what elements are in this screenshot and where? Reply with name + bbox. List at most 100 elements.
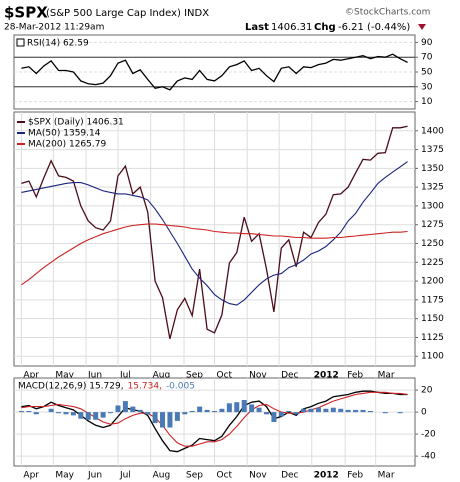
x-tick-label: Nov	[249, 471, 267, 481]
histogram-bar	[93, 412, 99, 420]
series-line	[21, 391, 408, 447]
y-tick-label: 1250	[421, 239, 444, 249]
series-line	[21, 125, 408, 340]
histogram-bar	[182, 412, 188, 415]
x-tick-label: Dec	[281, 371, 298, 381]
y-tick-label: 1350	[421, 164, 444, 174]
histogram-bar	[315, 407, 321, 413]
legend-swatch	[16, 38, 25, 47]
symbol: $SPX	[4, 4, 48, 22]
y-tick-label: 10	[421, 97, 433, 107]
histogram-bar	[70, 412, 76, 416]
x-tick-label: Dec	[281, 471, 298, 481]
histogram-bar	[308, 408, 314, 413]
x-tick-label: May	[55, 471, 74, 481]
histogram-bar	[263, 412, 269, 415]
y-tick-label: -20	[421, 430, 436, 440]
histogram-bar	[330, 407, 336, 413]
y-tick-label: 1150	[421, 314, 444, 324]
legend-label: MA(50) 1359.14	[28, 129, 101, 139]
histogram-bar	[212, 411, 217, 413]
x-tick-label: Oct	[217, 471, 233, 481]
legend-label: $SPX (Daily) 1406.31	[28, 118, 124, 128]
histogram-bar	[234, 402, 240, 413]
histogram-bar	[122, 401, 128, 413]
x-tick-label: Aug	[153, 371, 171, 381]
x-tick-label: May	[55, 371, 74, 381]
histogram-bar	[130, 406, 136, 413]
y-tick-label: 1200	[421, 277, 444, 287]
histogram-bar	[271, 412, 277, 422]
x-tick-label: Jun	[87, 471, 102, 481]
histogram-bar	[160, 412, 166, 428]
histogram-bar	[219, 408, 225, 413]
histogram-bar	[152, 412, 158, 424]
y-tick-label: 1275	[421, 220, 444, 230]
x-tick-label: Apr	[23, 371, 39, 381]
histogram-bar	[360, 409, 366, 413]
y-tick-label: 1325	[421, 183, 444, 193]
legend-label: -0.005	[166, 382, 195, 392]
legend-label: RSI(14) 62.59	[27, 39, 89, 49]
x-tick-label: Oct	[217, 371, 233, 381]
histogram-bar	[137, 409, 143, 413]
histogram-bar	[397, 412, 403, 414]
histogram-bar	[345, 409, 351, 413]
down-arrow-icon	[418, 24, 426, 30]
histogram-bar	[293, 412, 299, 415]
histogram-bar	[353, 409, 359, 413]
histogram-bar	[256, 407, 262, 413]
histogram-bar	[145, 412, 151, 415]
y-tick-label: -40	[421, 452, 436, 462]
histogram-bar	[367, 411, 373, 413]
y-tick-label: 0	[421, 408, 427, 418]
histogram-bar	[204, 409, 210, 413]
legend-label: MA(200) 1265.79	[28, 140, 106, 150]
histogram-bar	[167, 412, 173, 428]
last-value: 1406.31	[271, 22, 312, 33]
histogram-bar	[63, 412, 69, 415]
histogram-bar	[189, 411, 195, 413]
histogram-bar	[278, 412, 284, 417]
y-tick-label: 20	[421, 386, 433, 396]
x-tick-label: Feb	[347, 371, 363, 381]
x-tick-label: Apr	[23, 471, 39, 481]
y-tick-label: 1100	[421, 352, 444, 362]
histogram-bar	[48, 408, 54, 413]
last-label: Last	[245, 22, 269, 33]
legend-label: 15.734,	[128, 382, 162, 392]
x-tick-label: Nov	[249, 371, 267, 381]
y-tick-label: 90	[421, 38, 433, 48]
x-tick-label: Sep	[186, 471, 203, 481]
y-tick-label: 50	[421, 68, 433, 78]
y-tick-label: 30	[421, 82, 433, 92]
histogram-bar	[85, 412, 91, 420]
source: ©StockCharts.com	[345, 8, 430, 18]
x-tick-label: 2012	[314, 471, 339, 481]
y-tick-label: 1225	[421, 258, 444, 268]
chg-value: -6.21 (-0.44%)	[338, 22, 410, 33]
y-tick-label: 1300	[421, 201, 444, 211]
symbol-name: (S&P 500 Large Cap Index) INDX	[46, 8, 209, 19]
histogram-bar	[286, 411, 292, 413]
series-line	[21, 223, 408, 286]
x-tick-label: Mar	[378, 371, 395, 381]
histogram-bar	[249, 404, 255, 413]
chg-label: Chg	[314, 22, 336, 33]
y-tick-label: 1375	[421, 145, 444, 155]
x-tick-label: Sep	[186, 371, 203, 381]
histogram-bar	[33, 412, 39, 415]
histogram-bar	[56, 412, 62, 414]
histogram-bar	[226, 403, 232, 413]
y-tick-label: 1400	[421, 126, 444, 136]
series-line	[21, 161, 408, 306]
histogram-bar	[323, 408, 329, 413]
histogram-bar	[100, 412, 106, 418]
histogram-bar	[115, 405, 121, 413]
x-tick-label: Feb	[347, 471, 363, 481]
y-tick-label: 70	[421, 53, 433, 63]
series-line	[21, 53, 408, 91]
x-tick-label: 2012	[314, 371, 339, 381]
legend-label: MACD(12,26,9) 15.729,	[18, 382, 124, 392]
